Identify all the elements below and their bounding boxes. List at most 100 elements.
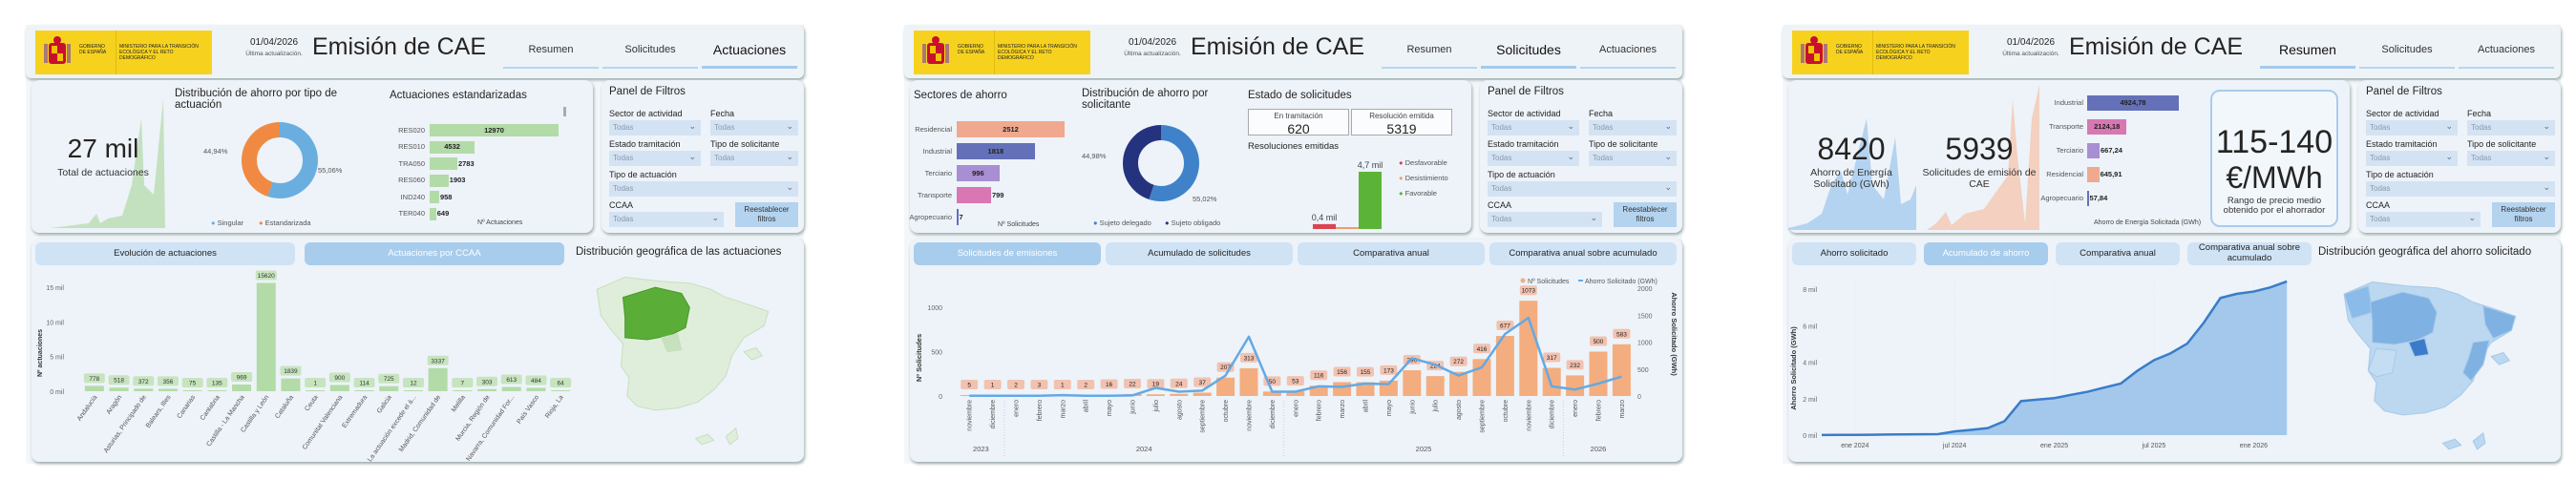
tipo-solicitante-label: Tipo de solicitante <box>710 139 780 149</box>
bar <box>1359 172 1382 229</box>
tab-actuaciones[interactable]: Actuaciones <box>702 34 797 69</box>
ccaa-dropdown[interactable]: Todas ⌄ <box>1488 212 1602 227</box>
legend-item: ● Estandarizada <box>259 219 311 227</box>
reset-filters-button[interactable]: Reestablecer filtros <box>1614 202 1677 227</box>
data-label-bg <box>181 378 203 387</box>
x-tick-label: agosto <box>1176 400 1183 420</box>
year-label: 2023 <box>973 445 989 453</box>
sector-dropdown[interactable]: Todas ⌄ <box>609 120 701 135</box>
bar <box>329 385 349 391</box>
price-caption: Rango de precio medio obtenido por el ah… <box>2223 196 2326 217</box>
dropdown-value: Todas <box>2370 184 2391 193</box>
view-button-3[interactable]: Comparativa anual sobre acumulado <box>2187 242 2312 265</box>
chevron-down-icon: ⌄ <box>688 121 696 131</box>
estado-dropdown[interactable]: Todas ⌄ <box>1488 151 1579 166</box>
fecha-dropdown[interactable]: Todas ⌄ <box>710 120 798 135</box>
bar-value-label: 224 <box>1430 364 1441 370</box>
legend-item: ● Desfavorable <box>1399 158 1447 167</box>
data-label-bg <box>1147 379 1165 389</box>
scrollbar[interactable] <box>563 107 566 116</box>
bar <box>109 387 129 391</box>
y-tick-label: 8 mil <box>1803 287 1817 294</box>
bar-value-label: 64 <box>558 381 565 387</box>
reset-filters-button[interactable]: Reestablecer filtros <box>2492 202 2555 227</box>
donut-chart <box>242 122 318 198</box>
view-button-2[interactable]: Comparativa anual <box>1298 242 1485 265</box>
bar-value-label: 958 <box>439 192 453 201</box>
dropdown-value: Todas <box>613 154 634 162</box>
legend-item: ● Sujeto obligado <box>1165 219 1220 227</box>
bar-value-label: 207 <box>1220 364 1231 371</box>
y-tick-label: 6 mil <box>1803 323 1817 330</box>
tab-solicitudes[interactable]: Solicitudes <box>2359 34 2455 69</box>
x-tick-label: abril <box>1363 400 1370 413</box>
view-button-1[interactable]: Acumulado de solicitudes <box>1106 242 1293 265</box>
bar <box>1519 301 1538 396</box>
ccaa-dropdown[interactable]: Todas ⌄ <box>2366 212 2481 227</box>
tab-actuaciones[interactable]: Actuaciones <box>1580 34 1676 69</box>
bar-category-label: Transporte <box>918 190 952 199</box>
tab-resumen[interactable]: Resumen <box>1382 34 1477 69</box>
legend-dot-icon: ● <box>1399 158 1405 167</box>
view-button-1[interactable]: Actuaciones por CCAA <box>305 242 564 265</box>
filter-panel: Panel de Filtros Sector de actividad Fecha… <box>2358 80 2561 233</box>
sector-dropdown[interactable]: Todas ⌄ <box>2366 120 2458 135</box>
tab-solicitudes[interactable]: Solicitudes <box>1481 34 1576 69</box>
tab-resumen[interactable]: Resumen <box>503 34 599 69</box>
tipo-actuacion-label: Tipo de actuación <box>609 170 677 179</box>
tipo-solicitante-dropdown[interactable]: Todas ⌄ <box>2467 151 2555 166</box>
view-button-2[interactable]: Comparativa anual <box>2056 242 2180 265</box>
bar-value-label: 16 <box>1106 382 1113 388</box>
sector-dropdown[interactable]: Todas ⌄ <box>1488 120 1579 135</box>
bar-category-label: Residencial <box>915 124 952 134</box>
bar-value-label: 303 <box>482 379 493 385</box>
fecha-dropdown[interactable]: Todas ⌄ <box>2467 120 2555 135</box>
summary-section: 8420 Ahorro de Energía Solicitado (GWh) 59… <box>1788 80 2350 233</box>
card-value: 5319 <box>1386 121 1417 136</box>
data-label-bg <box>378 373 400 384</box>
view-button-1[interactable]: Acumulado de ahorro <box>1924 242 2048 265</box>
view-button-0[interactable]: Solicitudes de emisiones <box>914 242 1101 265</box>
resolucion-emitida-card: Resolución emitida 5319 <box>1351 109 1452 136</box>
map-title: Distribución geográfica del ahorro solic… <box>2318 246 2532 258</box>
spain-map <box>596 277 770 446</box>
bar-value-label: 1903 <box>449 176 466 184</box>
area-chart-acumulado: 0 mil 2 mil 4 mil 6 mil 8 mil ene 2024 jul 202… <box>1789 280 2288 449</box>
tipo-solicitante-dropdown[interactable]: Todas ⌄ <box>710 151 798 166</box>
bar-value-label: 1818 <box>987 146 1004 156</box>
view-button-0[interactable]: Evolución de actuaciones <box>35 242 295 265</box>
data-label-bg <box>353 378 375 387</box>
area-fill <box>1822 281 2288 435</box>
card-value: 620 <box>1287 121 1310 136</box>
tab-resumen[interactable]: Resumen <box>2260 34 2355 69</box>
tipo-solicitante-dropdown[interactable]: Todas ⌄ <box>1589 151 1677 166</box>
bar-value-label: 613 <box>506 377 517 384</box>
legend-dot-icon: ● <box>1165 219 1172 227</box>
tipo-actuacion-dropdown[interactable]: Todas ⌄ <box>2366 181 2555 197</box>
resumen-page: GOBIERNO DE ESPAÑA MINISTERIO PARA LA TRA… <box>1783 25 2561 464</box>
estado-dropdown[interactable]: Todas ⌄ <box>2366 151 2458 166</box>
bar-value-label: 5 <box>967 383 971 389</box>
bar-value-label: 15620 <box>258 273 275 280</box>
estado-dropdown[interactable]: Todas ⌄ <box>609 151 701 166</box>
map-title: Distribución geográfica de las actuacion… <box>576 246 782 258</box>
x-tick-label: ene 2026 <box>2240 443 2268 449</box>
bar-value-label: 2 <box>1084 383 1087 389</box>
chevron-down-icon: ⌄ <box>1664 121 1672 131</box>
kpi-total-actuaciones: 27 mil <box>67 134 139 163</box>
fecha-dropdown[interactable]: Todas ⌄ <box>1589 120 1677 135</box>
x-tick-label: jul 2024 <box>1942 443 1967 449</box>
ccaa-dropdown[interactable]: Todas ⌄ <box>609 212 724 227</box>
tipo-actuacion-dropdown[interactable]: Todas ⌄ <box>609 181 798 197</box>
chevron-down-icon: ⌄ <box>2543 182 2550 192</box>
data-label-bg <box>1496 321 1514 331</box>
x-tick-label: octubre <box>1223 400 1230 422</box>
view-button-3[interactable]: Comparativa anual sobre acumulado <box>1489 242 1677 265</box>
bar-value-label: 2783 <box>457 158 475 168</box>
tab-solicitudes[interactable]: Solicitudes <box>602 34 698 69</box>
tab-actuaciones[interactable]: Actuaciones <box>2459 34 2554 69</box>
view-button-0[interactable]: Ahorro solicitado <box>1792 242 1916 265</box>
tipo-actuacion-dropdown[interactable]: Todas ⌄ <box>1488 181 1677 197</box>
bar-value-label: 50 <box>1269 379 1277 385</box>
reset-filters-button[interactable]: Reestablecer filtros <box>735 202 798 227</box>
